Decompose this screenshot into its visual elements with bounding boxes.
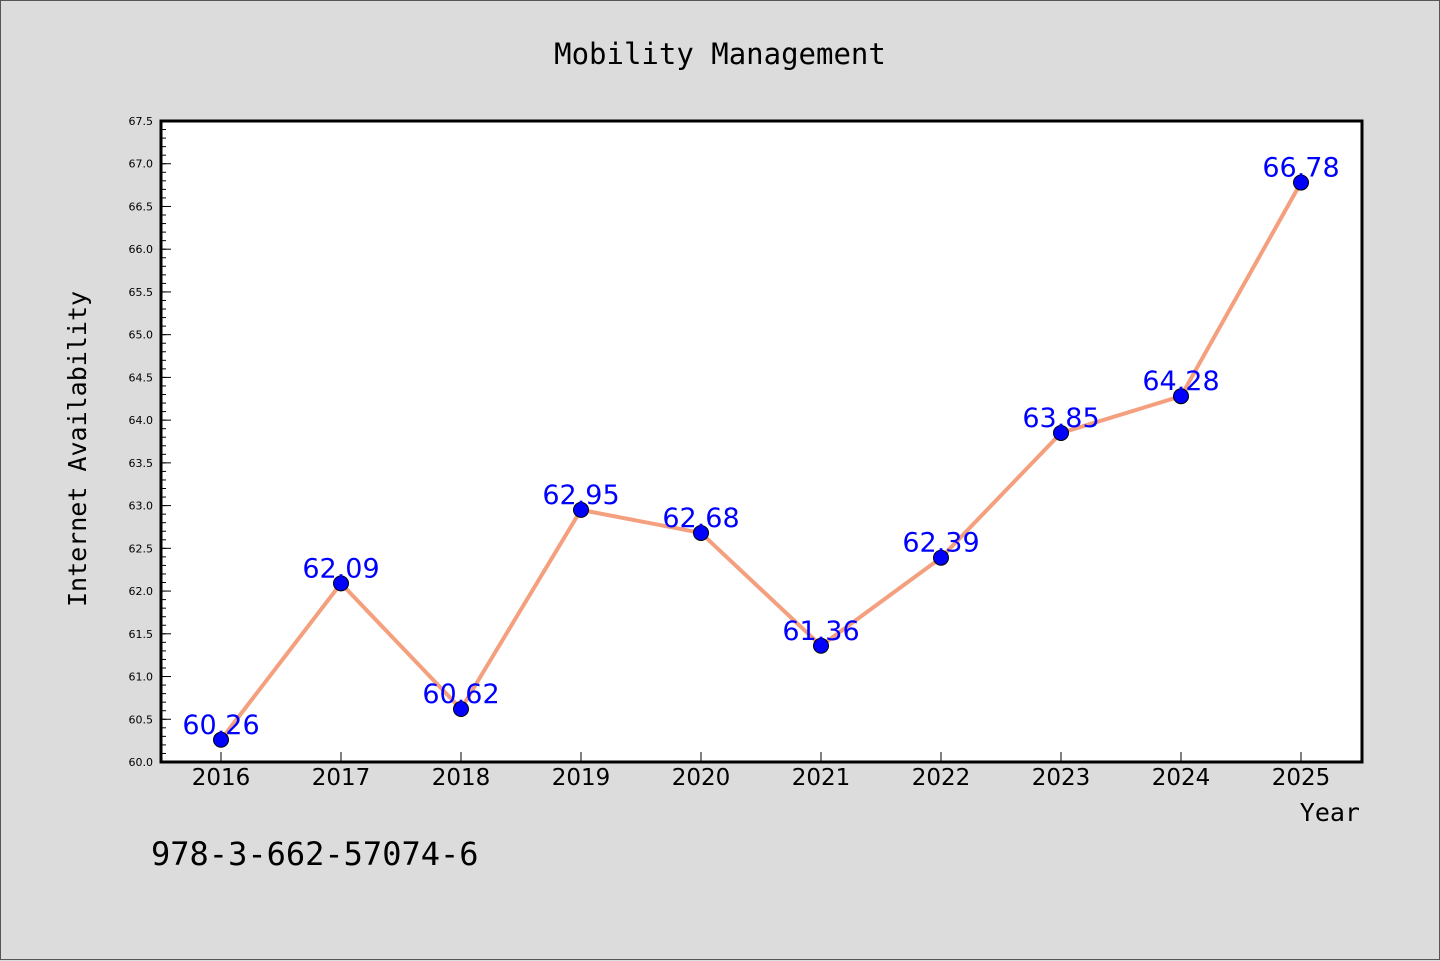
y-tick-label: 67.0 xyxy=(129,158,154,171)
x-axis-label: Year xyxy=(1300,798,1360,827)
data-point xyxy=(693,524,709,541)
y-tick-label: 67.5 xyxy=(129,115,154,128)
y-tick-label: 61.0 xyxy=(129,671,154,684)
data-label: 62.09 xyxy=(302,553,379,584)
x-tick-label: 2023 xyxy=(1032,765,1091,791)
data-point xyxy=(933,549,949,566)
data-label: 62.68 xyxy=(662,503,739,534)
y-tick-label: 64.5 xyxy=(129,371,154,384)
chart-title: Mobility Management xyxy=(554,37,886,71)
x-tick-label: 2018 xyxy=(432,765,491,791)
x-tick-label: 2022 xyxy=(912,765,971,791)
data-label: 62.95 xyxy=(542,480,619,511)
y-tick-label: 64.0 xyxy=(129,414,154,427)
data-point xyxy=(453,701,469,718)
data-label: 60.26 xyxy=(182,710,259,741)
data-point xyxy=(333,575,349,592)
data-label: 61.36 xyxy=(782,616,859,647)
data-label: 66.78 xyxy=(1262,153,1339,184)
y-tick-label: 60.0 xyxy=(129,756,154,769)
y-tick-label: 61.5 xyxy=(129,628,154,641)
data-label: 62.39 xyxy=(902,528,979,559)
x-tick-label: 2025 xyxy=(1272,765,1331,791)
y-tick-label: 65.5 xyxy=(129,286,154,299)
y-tick-label: 65.0 xyxy=(129,329,154,342)
y-tick-label: 66.5 xyxy=(129,200,154,213)
series-line xyxy=(219,181,1303,741)
x-tick-label: 2020 xyxy=(672,765,731,791)
isbn-text: 978-3-662-57074-6 xyxy=(151,835,479,873)
y-tick-label: 66.0 xyxy=(129,243,154,256)
y-axis-label: Internet Availability xyxy=(63,291,92,607)
y-tick-label: 62.5 xyxy=(129,542,154,555)
data-point xyxy=(573,501,589,518)
x-tick-label: 2019 xyxy=(552,765,611,791)
plot-area xyxy=(159,119,1364,764)
data-point xyxy=(1173,388,1189,405)
data-label: 63.85 xyxy=(1022,403,1099,434)
y-tick-label: 63.0 xyxy=(129,500,154,513)
data-point xyxy=(1053,424,1069,441)
x-axis: 2016 2017 2018 2019 2020 2021 2022 2023 2024 2025 xyxy=(192,752,1331,791)
y-axis: 60.0 60.5 61.0 61.5 62.0 62.5 63.0 63.5 64.0 64.5… xyxy=(129,115,171,769)
x-tick-label: 2024 xyxy=(1152,765,1211,791)
data-point xyxy=(1293,174,1309,191)
y-tick-label: 60.5 xyxy=(129,713,154,726)
data-label: 60.62 xyxy=(422,679,499,710)
data-point xyxy=(813,637,829,654)
y-tick-label: 63.5 xyxy=(129,457,154,470)
y-tick-label: 62.0 xyxy=(129,585,154,598)
data-point xyxy=(213,731,229,748)
x-tick-label: 2017 xyxy=(312,765,371,791)
x-tick-label: 2016 xyxy=(192,765,251,791)
series-layer: 60.26 62.09 60.62 62.95 62.68 61.36 62.39 63.85… xyxy=(182,153,1340,748)
x-tick-label: 2021 xyxy=(792,765,851,791)
data-label: 64.28 xyxy=(1142,366,1219,397)
